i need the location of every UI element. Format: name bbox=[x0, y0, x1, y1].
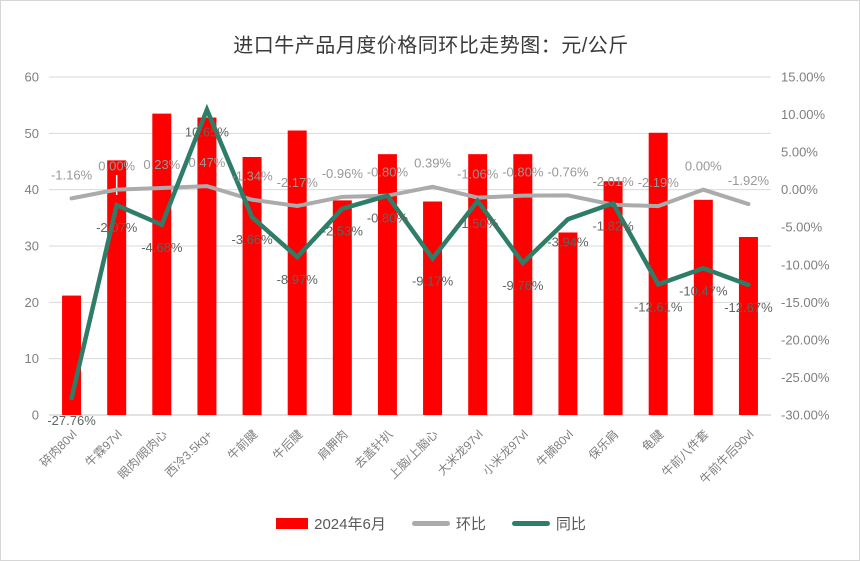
yoy-data-label: -1.50% bbox=[457, 216, 499, 231]
x-axis-category-label: 牛前腱 bbox=[224, 427, 260, 463]
legend-item-month-bars: 2024年6月 bbox=[276, 513, 386, 534]
price-bar bbox=[468, 154, 488, 415]
price-bar bbox=[738, 236, 758, 415]
mom-data-label: -0.76% bbox=[547, 164, 589, 179]
price-bar bbox=[332, 200, 352, 415]
mom-data-label: 0.47% bbox=[189, 155, 226, 170]
legend-label-yoy: 同比 bbox=[555, 515, 586, 533]
right-axis-tick-label: -5.00% bbox=[781, 220, 823, 235]
right-axis-tick-label: -20.00% bbox=[781, 332, 830, 347]
yoy-line-swatch bbox=[511, 520, 550, 526]
legend-item-yoy-line: 同比 bbox=[511, 513, 586, 534]
yoy-data-label: -8.97% bbox=[277, 272, 319, 287]
chart-title: 进口牛产品月度价格同环比走势图：元/公斤 bbox=[233, 35, 629, 57]
price-bar bbox=[423, 201, 443, 415]
right-axis-tick-label: 10.00% bbox=[781, 107, 826, 122]
mom-data-label: -1.16% bbox=[51, 167, 93, 182]
yoy-data-label: -9.76% bbox=[502, 278, 544, 293]
price-bar bbox=[693, 199, 713, 415]
x-axis-category-label: 龟腱 bbox=[639, 427, 666, 454]
right-axis-tick-label: 0.00% bbox=[781, 182, 818, 197]
mom-data-label: -1.06% bbox=[457, 167, 499, 182]
left-axis-tick-label: 0 bbox=[32, 408, 39, 423]
right-axis-tick-label: 5.00% bbox=[781, 145, 818, 160]
mom-data-label: -2.17% bbox=[277, 175, 319, 190]
left-axis-tick-label: 10 bbox=[25, 351, 39, 366]
x-axis-category-label: 去盖针扒 bbox=[351, 427, 396, 472]
right-axis-tick-label: -15.00% bbox=[781, 295, 830, 310]
mom-data-label: 0.39% bbox=[414, 156, 451, 171]
yoy-data-label: -10.47% bbox=[679, 283, 728, 298]
price-bar bbox=[558, 232, 578, 415]
mom-data-label: -1.34% bbox=[231, 169, 273, 184]
left-axis-tick-label: 40 bbox=[25, 182, 39, 197]
yoy-data-label: 10.65% bbox=[185, 125, 230, 140]
left-axis-tick-label: 20 bbox=[25, 295, 39, 310]
x-axis-category-label: 牛腩80vl bbox=[533, 427, 576, 470]
price-bar bbox=[287, 130, 307, 415]
legend-item-mom-line: 环比 bbox=[411, 513, 486, 534]
mom-line-swatch bbox=[411, 520, 450, 526]
x-axis-category-label: 碎肉80vl bbox=[37, 427, 80, 470]
plot-area: 0 10 20 30 40 50 60 15.00% 10.00% 5.00% 0.00% -5.00… bbox=[25, 70, 830, 487]
legend-label-month: 2024年6月 bbox=[314, 515, 386, 533]
yoy-data-label: -4.68% bbox=[141, 240, 183, 255]
x-axis-category-label: 肩胛肉 bbox=[314, 427, 350, 463]
mom-data-label: -0.80% bbox=[502, 165, 544, 180]
mom-data-label: -0.96% bbox=[322, 166, 364, 181]
legend-label-mom: 环比 bbox=[455, 515, 486, 533]
left-axis-tick-label: 30 bbox=[25, 239, 39, 254]
mom-data-label: 0.00% bbox=[685, 159, 722, 174]
price-bar bbox=[107, 160, 127, 415]
left-axis-tick-label: 60 bbox=[25, 70, 39, 85]
right-axis-tick-label: -30.00% bbox=[781, 408, 830, 423]
mom-data-label: -0.80% bbox=[367, 165, 409, 180]
yoy-data-label: -2.07% bbox=[96, 220, 138, 235]
right-axis-tick-label: -10.00% bbox=[781, 257, 830, 272]
mom-data-label: 0.00% bbox=[98, 159, 135, 174]
yoy-data-label: -12.67% bbox=[724, 300, 773, 315]
mom-data-label: -2.19% bbox=[638, 175, 680, 190]
yoy-data-label: -12.61% bbox=[634, 299, 683, 314]
yoy-data-label: -2.53% bbox=[322, 224, 364, 239]
price-bar bbox=[197, 117, 217, 415]
yoy-data-label: -0.80% bbox=[367, 211, 409, 226]
yoy-data-label: -3.66% bbox=[231, 232, 273, 247]
mom-data-label: -1.92% bbox=[728, 173, 770, 188]
right-axis-tick-label: 15.00% bbox=[781, 70, 826, 85]
yoy-data-label: -27.76% bbox=[47, 413, 96, 428]
yoy-data-label: -3.94% bbox=[547, 234, 589, 249]
yoy-data-label: -9.17% bbox=[412, 274, 454, 289]
right-axis-tick-label: -25.00% bbox=[781, 370, 830, 385]
price-bar bbox=[377, 154, 397, 415]
x-axis-category-label: 保乐肩 bbox=[585, 427, 621, 463]
price-bar bbox=[513, 154, 533, 415]
price-bar bbox=[603, 181, 623, 415]
mom-line bbox=[69, 184, 751, 209]
x-axis-category-label: 上脑/上脑心 bbox=[386, 427, 441, 482]
x-axis-category-label: 大米龙97vl bbox=[435, 427, 486, 478]
yoy-data-label: -1.82% bbox=[592, 218, 634, 233]
mom-data-label: -2.01% bbox=[592, 174, 634, 189]
chart-legend: 2024年6月 环比 同比 bbox=[1, 508, 859, 538]
mom-data-label: 0.23% bbox=[143, 157, 180, 172]
left-axis-tick-label: 50 bbox=[25, 126, 39, 141]
x-axis-category-label: 小米龙97vl bbox=[480, 427, 531, 478]
x-axis-category-label: 眼肉/眼肉心 bbox=[115, 427, 170, 482]
bar-series-swatch bbox=[276, 517, 309, 529]
x-axis-category-label: 牛霖97vl bbox=[82, 427, 125, 470]
x-axis-category-label: 牛后腱 bbox=[269, 427, 305, 463]
x-axis-category-label: 西冷3.5kg+ bbox=[162, 427, 215, 480]
yoy-line bbox=[69, 103, 751, 401]
